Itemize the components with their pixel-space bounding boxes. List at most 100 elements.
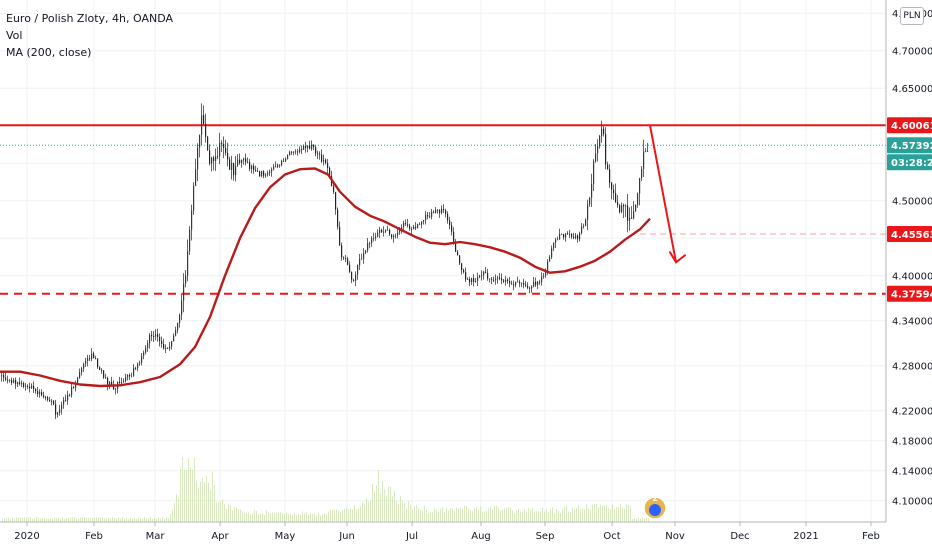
volume-bar bbox=[468, 508, 469, 522]
candle-body bbox=[641, 169, 643, 179]
volume-bar bbox=[208, 482, 209, 522]
ma-legend[interactable]: MA (200, close) bbox=[6, 46, 92, 59]
candle-body bbox=[229, 159, 231, 170]
candle-body bbox=[55, 404, 57, 415]
volume-bar bbox=[2, 519, 3, 522]
currency-unit-button[interactable]: PLN bbox=[900, 7, 924, 25]
volume-bar bbox=[640, 518, 641, 522]
candle-body bbox=[637, 193, 639, 205]
target-price-tag bbox=[887, 226, 932, 243]
volume-bar bbox=[94, 517, 95, 522]
candle-body bbox=[143, 352, 145, 357]
volume-bar bbox=[44, 518, 45, 522]
candle-body bbox=[279, 164, 281, 166]
candle-body bbox=[253, 165, 255, 171]
price-axis[interactable]: 4.750004.700004.650004.600004.550004.500… bbox=[885, 0, 932, 522]
price-tick-label: 4.18000 bbox=[892, 436, 932, 447]
candle-body bbox=[579, 233, 581, 240]
candle-body bbox=[313, 144, 315, 148]
volume-bar bbox=[550, 509, 551, 522]
candle-body bbox=[237, 159, 239, 166]
candle-body bbox=[401, 227, 403, 230]
candle-body bbox=[333, 186, 335, 192]
candle-body bbox=[45, 397, 47, 398]
volume-bar bbox=[258, 514, 259, 522]
candle-body bbox=[623, 205, 625, 207]
volume-bar bbox=[172, 509, 173, 522]
candle-body bbox=[225, 147, 227, 153]
candle-body bbox=[133, 367, 135, 376]
candle-body bbox=[173, 335, 175, 342]
volume-bar bbox=[618, 507, 619, 522]
candle-body bbox=[541, 276, 543, 283]
candle-body bbox=[597, 146, 599, 154]
volume-bar bbox=[90, 517, 91, 522]
price-tick-label: 4.22000 bbox=[892, 406, 932, 417]
candle-body bbox=[245, 158, 247, 163]
candle-body bbox=[233, 162, 235, 176]
candle-body bbox=[335, 191, 337, 210]
candle-body bbox=[61, 404, 63, 410]
candle-body bbox=[33, 385, 35, 390]
volume-bar bbox=[614, 509, 615, 522]
candle-body bbox=[115, 388, 117, 390]
candle-body bbox=[343, 257, 345, 259]
volume-bar bbox=[268, 512, 269, 522]
candle-body bbox=[259, 171, 261, 176]
candle-body bbox=[629, 217, 631, 221]
candle-body bbox=[341, 245, 343, 258]
volume-legend[interactable]: Vol bbox=[6, 29, 23, 42]
price-tags: 4.60061 4.57392 03:28:21 4.45563 4.37594 bbox=[887, 117, 932, 302]
time-tick-label: Apr bbox=[211, 531, 229, 542]
candle-body bbox=[267, 173, 269, 175]
candle-body bbox=[231, 162, 233, 170]
candle-body bbox=[191, 210, 193, 230]
drawing-layer[interactable] bbox=[649, 125, 686, 264]
volume-bar bbox=[568, 511, 569, 522]
volume-bar bbox=[324, 513, 325, 522]
candle-body bbox=[49, 399, 51, 401]
time-axis[interactable]: 2020 Feb Mar Apr May Jun Jul Aug Sep Oct Nov Dec 202… bbox=[0, 521, 886, 542]
volume-bar bbox=[344, 509, 345, 522]
candle-body bbox=[215, 156, 217, 161]
volume-bar bbox=[10, 519, 11, 522]
candle-body bbox=[227, 152, 229, 160]
volume-bar bbox=[226, 509, 227, 522]
candle-body bbox=[23, 383, 25, 387]
volume-bar bbox=[156, 519, 157, 522]
volume-bar bbox=[630, 506, 631, 522]
volume-bar bbox=[302, 511, 303, 522]
candle-body bbox=[361, 258, 363, 260]
candle-body bbox=[7, 379, 9, 381]
volume-bar bbox=[246, 513, 247, 522]
candle-body bbox=[129, 374, 131, 377]
volume-bar bbox=[134, 517, 135, 522]
volume-bar bbox=[414, 506, 415, 522]
volume-bar bbox=[308, 514, 309, 522]
horizontal-levels[interactable] bbox=[0, 124, 886, 295]
candle-body bbox=[119, 381, 121, 383]
symbol-title[interactable]: Euro / Polish Zloty, 4h, OANDA bbox=[6, 12, 174, 25]
volume-bar bbox=[480, 506, 481, 522]
volume-bar bbox=[438, 511, 439, 522]
candle-body bbox=[615, 193, 617, 202]
tradingview-event-icon[interactable]: 2 bbox=[643, 494, 667, 520]
volume-bar bbox=[528, 507, 529, 522]
candle-body bbox=[255, 170, 257, 172]
volume-bar bbox=[220, 501, 221, 522]
volume-bar bbox=[632, 519, 633, 522]
candle-body bbox=[427, 214, 429, 217]
candle-body bbox=[599, 136, 601, 147]
volume-bar bbox=[174, 502, 175, 522]
candle-body bbox=[39, 392, 41, 395]
volume-bar bbox=[140, 518, 141, 522]
candle-body bbox=[357, 265, 359, 275]
volume-bar bbox=[182, 457, 183, 522]
candle-body bbox=[25, 385, 27, 387]
volume-bar bbox=[124, 519, 125, 522]
candle-body bbox=[509, 281, 511, 284]
volume-bar bbox=[622, 507, 623, 522]
volume-bar bbox=[536, 511, 537, 522]
candle-body bbox=[551, 248, 553, 258]
